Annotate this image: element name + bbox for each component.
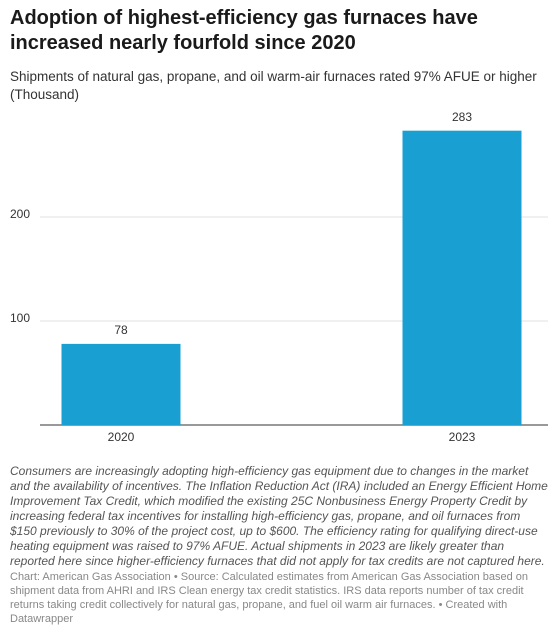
chart-title: Adoption of highest-efficiency gas furna… <box>10 7 478 54</box>
source: Chart: American Gas Association • Source… <box>10 571 529 625</box>
x-tick-label: 2020 <box>108 430 135 444</box>
chart-subtitle: Shipments of natural gas, propane, and o… <box>10 69 537 102</box>
x-tick-label: 2023 <box>449 430 476 444</box>
y-tick-label: 100 <box>10 311 30 325</box>
bar <box>61 343 181 425</box>
value-label: 283 <box>452 110 472 124</box>
bar <box>402 130 522 425</box>
value-label: 78 <box>114 323 128 337</box>
y-tick-label: 200 <box>10 207 30 221</box>
chart: 100 200 2020 78 2023 283 <box>10 110 548 444</box>
notes: Consumers are increasingly adopting high… <box>10 464 548 568</box>
